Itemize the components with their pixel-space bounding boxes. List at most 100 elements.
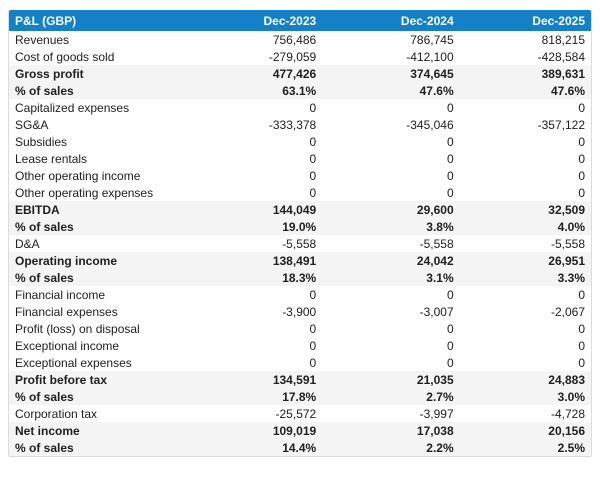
row-label: % of sales: [9, 439, 187, 456]
row-value: 0: [459, 150, 591, 167]
row-value: 2.2%: [322, 439, 460, 456]
table-row: % of sales 14.4% 2.2% 2.5%: [9, 439, 591, 456]
row-value: -279,059: [186, 48, 323, 65]
row-value: 389,631: [459, 65, 591, 82]
table-row: Profit before tax 134,591 21,035 24,883: [9, 371, 591, 388]
row-label: Lease rentals: [9, 150, 187, 167]
row-value: 2.7%: [322, 388, 460, 405]
row-label: Corporation tax: [9, 405, 187, 422]
row-label: Financial expenses: [9, 303, 187, 320]
row-value: 47.6%: [322, 82, 460, 99]
row-value: 0: [459, 184, 591, 201]
table-row: Gross profit 477,426 374,645 389,631: [9, 65, 591, 82]
table-row: Net income 109,019 17,038 20,156: [9, 422, 591, 439]
row-label: Capitalized expenses: [9, 99, 187, 116]
row-label: Profit (loss) on disposal: [9, 320, 187, 337]
row-value: 20,156: [459, 422, 591, 439]
row-value: 0: [322, 150, 460, 167]
row-value: 0: [186, 167, 323, 184]
row-label: SG&A: [9, 116, 187, 133]
pnl-table-header: P&L (GBP) Dec-2023 Dec-2024 Dec-2025: [9, 10, 591, 31]
row-value: 29,600: [322, 201, 460, 218]
row-value: 0: [186, 133, 323, 150]
row-label: Other operating expenses: [9, 184, 187, 201]
row-value: 3.3%: [459, 269, 591, 286]
table-row: Exceptional expenses 0 0 0: [9, 354, 591, 371]
table-row: Corporation tax -25,572 -3,997 -4,728: [9, 405, 591, 422]
row-label: Subsidies: [9, 133, 187, 150]
table-row: Exceptional income 0 0 0: [9, 337, 591, 354]
row-label: Gross profit: [9, 65, 187, 82]
table-row: Capitalized expenses 0 0 0: [9, 99, 591, 116]
header-cell-dec2024: Dec-2024: [322, 10, 460, 31]
row-value: 24,042: [322, 252, 460, 269]
table-row: Subsidies 0 0 0: [9, 133, 591, 150]
row-label: % of sales: [9, 82, 187, 99]
row-value: 786,745: [322, 31, 460, 48]
row-value: -333,378: [186, 116, 323, 133]
row-value: 477,426: [186, 65, 323, 82]
row-value: -428,584: [459, 48, 591, 65]
row-value: 134,591: [186, 371, 323, 388]
table-row: Financial expenses -3,900 -3,007 -2,067: [9, 303, 591, 320]
row-value: 0: [459, 337, 591, 354]
row-value: 0: [322, 286, 460, 303]
row-value: 0: [459, 167, 591, 184]
row-value: -3,997: [322, 405, 460, 422]
row-value: 818,215: [459, 31, 591, 48]
row-label: Profit before tax: [9, 371, 187, 388]
row-label: % of sales: [9, 388, 187, 405]
header-cell-dec2025: Dec-2025: [459, 10, 591, 31]
row-value: 0: [322, 320, 460, 337]
row-value: 0: [459, 354, 591, 371]
table-row: Other operating expenses 0 0 0: [9, 184, 591, 201]
row-value: 0: [459, 133, 591, 150]
row-label: Exceptional expenses: [9, 354, 187, 371]
table-row: Cost of goods sold -279,059 -412,100 -428,5…: [9, 48, 591, 65]
row-value: -5,558: [322, 235, 460, 252]
row-value: 24,883: [459, 371, 591, 388]
row-label: Other operating income: [9, 167, 187, 184]
table-row: EBITDA 144,049 29,600 32,509: [9, 201, 591, 218]
row-value: 26,951: [459, 252, 591, 269]
row-value: 0: [186, 150, 323, 167]
row-label: Operating income: [9, 252, 187, 269]
row-label: Exceptional income: [9, 337, 187, 354]
row-value: 0: [322, 167, 460, 184]
row-value: 144,049: [186, 201, 323, 218]
row-value: -4,728: [459, 405, 591, 422]
row-value: 138,491: [186, 252, 323, 269]
row-value: 32,509: [459, 201, 591, 218]
table-row: % of sales 19.0% 3.8% 4.0%: [9, 218, 591, 235]
table-row: Lease rentals 0 0 0: [9, 150, 591, 167]
row-value: 47.6%: [459, 82, 591, 99]
row-label: D&A: [9, 235, 187, 252]
row-label: % of sales: [9, 218, 187, 235]
row-value: 19.0%: [186, 218, 323, 235]
row-value: 0: [186, 354, 323, 371]
row-value: 0: [186, 184, 323, 201]
row-value: -412,100: [322, 48, 460, 65]
row-value: 3.8%: [322, 218, 460, 235]
row-value: 17.8%: [186, 388, 323, 405]
row-value: 0: [322, 99, 460, 116]
row-value: -25,572: [186, 405, 323, 422]
row-value: -3,007: [322, 303, 460, 320]
table-row: Revenues 756,486 786,745 818,215: [9, 31, 591, 48]
table-row: SG&A -333,378 -345,046 -357,122: [9, 116, 591, 133]
row-label: Cost of goods sold: [9, 48, 187, 65]
row-label: Net income: [9, 422, 187, 439]
row-label: Financial income: [9, 286, 187, 303]
row-value: 21,035: [322, 371, 460, 388]
row-value: 0: [459, 286, 591, 303]
row-value: -5,558: [186, 235, 323, 252]
row-value: 0: [322, 354, 460, 371]
row-value: 17,038: [322, 422, 460, 439]
row-value: 0: [186, 337, 323, 354]
row-value: 14.4%: [186, 439, 323, 456]
row-label: Revenues: [9, 31, 187, 48]
row-value: -345,046: [322, 116, 460, 133]
row-value: 2.5%: [459, 439, 591, 456]
row-value: 0: [459, 320, 591, 337]
row-value: 0: [186, 320, 323, 337]
